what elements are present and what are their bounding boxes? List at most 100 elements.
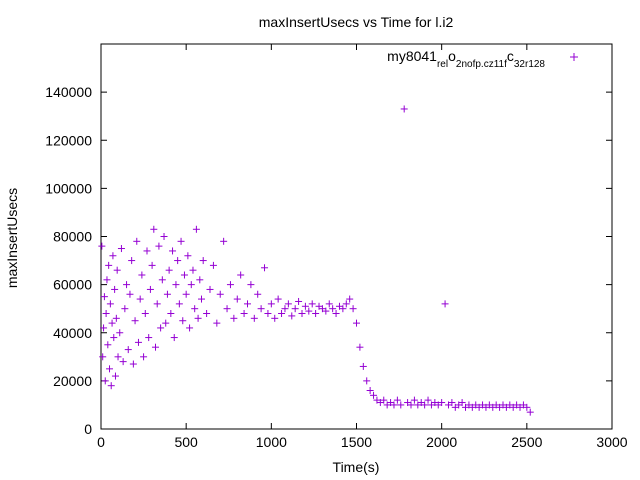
data-point xyxy=(129,360,137,368)
data-point xyxy=(177,237,185,245)
x-tick-label: 3000 xyxy=(596,434,627,450)
data-point xyxy=(186,324,194,332)
data-point xyxy=(136,295,144,303)
y-tick-label: 140000 xyxy=(45,84,92,100)
data-point xyxy=(145,334,153,342)
data-point xyxy=(100,293,108,301)
data-point xyxy=(264,310,272,317)
data-point xyxy=(175,300,183,308)
data-point xyxy=(274,295,282,303)
x-tick-label: 2500 xyxy=(511,434,542,450)
data-point xyxy=(400,105,408,113)
data-point xyxy=(332,310,340,317)
data-point xyxy=(305,307,313,315)
data-point xyxy=(226,281,234,289)
x-tick-label: 1000 xyxy=(256,434,287,450)
data-point xyxy=(206,285,214,293)
data-point xyxy=(99,353,107,361)
data-point xyxy=(107,382,115,390)
data-point xyxy=(106,300,114,308)
data-point xyxy=(113,266,121,274)
data-point xyxy=(123,281,131,289)
data-point xyxy=(230,314,238,322)
data-point xyxy=(329,305,337,313)
data-point xyxy=(117,245,125,253)
data-point xyxy=(448,399,456,407)
data-point xyxy=(261,264,269,272)
data-point xyxy=(182,290,190,298)
data-point xyxy=(157,324,165,332)
data-point xyxy=(170,334,178,342)
data-point xyxy=(349,305,357,313)
legend-label: my8041relo2nofp.cz11fc32r128 xyxy=(387,48,545,70)
data-point xyxy=(223,305,231,313)
data-point xyxy=(342,300,350,308)
data-point xyxy=(103,276,111,284)
data-point xyxy=(110,334,118,342)
data-point xyxy=(189,266,197,274)
data-point xyxy=(370,391,378,399)
data-point xyxy=(267,300,275,308)
data-point xyxy=(101,377,109,385)
data-point xyxy=(254,290,262,298)
x-axis-label: Time(s) xyxy=(333,459,380,475)
data-point xyxy=(397,401,405,409)
data-point xyxy=(141,310,149,317)
data-point xyxy=(102,310,110,317)
data-point xyxy=(366,387,374,394)
data-point xyxy=(152,343,160,351)
data-points xyxy=(98,105,534,416)
y-tick-label: 60000 xyxy=(53,277,92,293)
data-point xyxy=(111,285,119,293)
data-point xyxy=(199,257,207,265)
data-point xyxy=(106,365,114,373)
data-point xyxy=(281,305,289,313)
chart-title: maxInsertUsecs vs Time for l.i2 xyxy=(259,14,454,30)
y-tick-label: 80000 xyxy=(53,229,92,245)
data-point xyxy=(192,225,200,233)
axes: 0 500 1000 1500 2000 2500 3000 0 20000 40000 60000… xyxy=(45,43,628,450)
data-point xyxy=(184,252,192,260)
data-point xyxy=(169,247,177,255)
data-point xyxy=(301,302,309,310)
data-point xyxy=(441,300,449,308)
data-point xyxy=(111,372,119,380)
data-point xyxy=(153,300,161,308)
data-point xyxy=(134,338,142,346)
data-point xyxy=(140,353,148,361)
data-point xyxy=(295,297,303,305)
data-point xyxy=(162,319,170,327)
data-point xyxy=(138,271,146,279)
data-point xyxy=(131,317,139,325)
data-point xyxy=(203,310,211,317)
data-point xyxy=(393,396,401,404)
data-point xyxy=(407,401,415,409)
data-point xyxy=(271,314,279,322)
data-point xyxy=(356,343,364,351)
data-point xyxy=(100,324,108,332)
data-point xyxy=(124,346,132,354)
data-point xyxy=(158,276,166,284)
data-point xyxy=(424,396,432,404)
data-point xyxy=(353,319,360,327)
data-point xyxy=(523,403,531,411)
data-point xyxy=(312,310,320,317)
plot-frame xyxy=(100,43,613,430)
data-point xyxy=(322,307,330,315)
data-point xyxy=(119,358,127,366)
data-point xyxy=(187,281,195,289)
data-point xyxy=(155,242,163,250)
x-tick-label: 0 xyxy=(97,434,105,450)
data-point xyxy=(233,295,241,303)
data-point xyxy=(421,401,429,409)
data-point xyxy=(359,362,367,370)
data-point xyxy=(191,305,199,313)
data-point xyxy=(325,300,333,308)
data-point xyxy=(179,317,187,325)
x-tick-label: 2000 xyxy=(426,434,457,450)
data-point xyxy=(167,310,175,317)
data-point xyxy=(163,290,171,298)
data-point xyxy=(298,310,306,317)
data-point xyxy=(247,281,255,289)
